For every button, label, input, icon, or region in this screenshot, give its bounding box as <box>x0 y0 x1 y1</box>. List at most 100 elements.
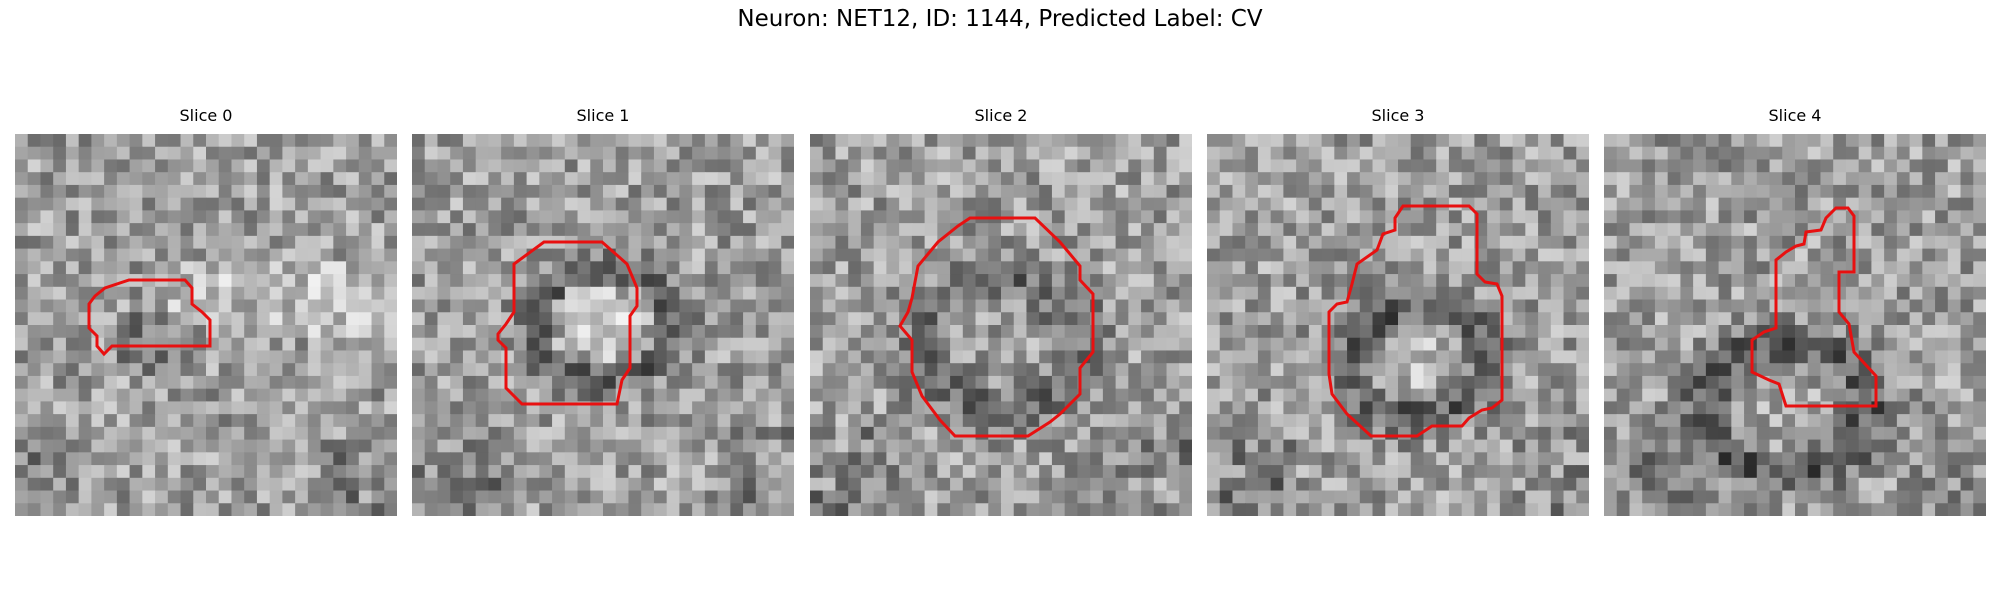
pixel <box>1179 223 1192 237</box>
pixel <box>371 363 385 377</box>
pixel <box>1654 248 1669 262</box>
pixel <box>1013 503 1028 516</box>
pixel <box>950 401 964 415</box>
pixel <box>1973 350 1986 364</box>
pixel <box>1141 172 1155 186</box>
pixel <box>615 452 630 466</box>
pixel <box>1756 477 1771 492</box>
pixel <box>899 235 913 250</box>
pixel <box>653 184 668 199</box>
pixel <box>91 197 105 211</box>
pixel <box>755 299 770 313</box>
pixel <box>552 248 566 262</box>
pixel <box>564 274 579 288</box>
pixel <box>1296 248 1310 262</box>
pixel <box>950 465 964 479</box>
pixel <box>1257 235 1272 250</box>
pixel <box>180 134 194 148</box>
pixel <box>1153 337 1168 352</box>
pixel <box>1166 134 1180 148</box>
pixel <box>1372 401 1386 415</box>
pixel <box>1448 375 1463 390</box>
pixel <box>822 350 837 364</box>
pixel <box>1769 146 1783 161</box>
pixel <box>53 350 67 364</box>
pixel <box>412 210 426 224</box>
pixel <box>1616 439 1631 453</box>
pixel <box>1128 337 1142 352</box>
pixel <box>180 350 194 364</box>
pixel <box>615 477 630 492</box>
pixel <box>513 350 528 364</box>
pixel <box>1884 375 1898 390</box>
pixel <box>1013 235 1028 250</box>
pixel <box>1090 414 1104 428</box>
pixel <box>1001 172 1015 186</box>
pixel <box>384 363 397 377</box>
pixel <box>628 223 642 237</box>
pixel <box>1538 452 1552 466</box>
pixel <box>231 337 245 352</box>
pixel <box>615 146 630 161</box>
pixel <box>1257 388 1272 402</box>
pixel <box>1629 363 1643 377</box>
pixel <box>1232 261 1246 275</box>
pixel <box>988 503 1002 516</box>
pixel <box>1744 477 1758 492</box>
pixel <box>1604 350 1618 364</box>
pixel <box>142 223 156 237</box>
pixel <box>40 503 54 516</box>
pixel <box>1166 312 1180 326</box>
pixel <box>1807 172 1822 186</box>
pixel <box>692 159 706 173</box>
pixel <box>1705 350 1720 364</box>
pixel <box>155 312 169 326</box>
pixel <box>1871 350 1885 364</box>
pixel <box>1245 261 1259 275</box>
pixel <box>282 452 296 466</box>
pixel <box>1128 414 1142 428</box>
pixel <box>1359 439 1374 453</box>
pixel <box>1642 172 1656 186</box>
pixel <box>1654 210 1669 224</box>
pixel <box>1833 465 1847 479</box>
pixel <box>615 159 630 173</box>
pixel <box>1820 286 1834 301</box>
pixel <box>1321 465 1335 479</box>
pixel <box>1359 312 1374 326</box>
pixel <box>1538 503 1552 516</box>
pixel <box>1973 172 1986 186</box>
pixel <box>1922 159 1936 173</box>
pixel <box>950 350 964 364</box>
pixel <box>628 414 642 428</box>
pixel <box>295 248 309 262</box>
pixel <box>1283 261 1297 275</box>
pixel <box>886 159 900 173</box>
pixel <box>1563 350 1577 364</box>
pixel <box>193 337 207 352</box>
pixel <box>1935 274 1949 288</box>
pixel <box>1693 503 1707 516</box>
pixel <box>116 197 131 211</box>
pixel <box>666 350 680 364</box>
pixel <box>1909 350 1923 364</box>
pixel <box>1616 325 1631 339</box>
pixel <box>1141 146 1155 161</box>
pixel <box>641 235 655 250</box>
pixel <box>1718 235 1732 250</box>
pixel <box>552 146 566 161</box>
pixel <box>924 388 938 402</box>
pixel <box>590 172 604 186</box>
pixel <box>1782 286 1796 301</box>
pixel <box>924 134 938 148</box>
pixel <box>1756 159 1771 173</box>
pixel <box>962 312 977 326</box>
pixel <box>577 286 591 301</box>
pixel <box>1219 375 1234 390</box>
pixel <box>15 159 29 173</box>
pixel <box>424 375 439 390</box>
pixel <box>1077 210 1091 224</box>
pixel <box>1744 503 1758 516</box>
pixel <box>1308 363 1323 377</box>
pixel <box>488 439 502 453</box>
